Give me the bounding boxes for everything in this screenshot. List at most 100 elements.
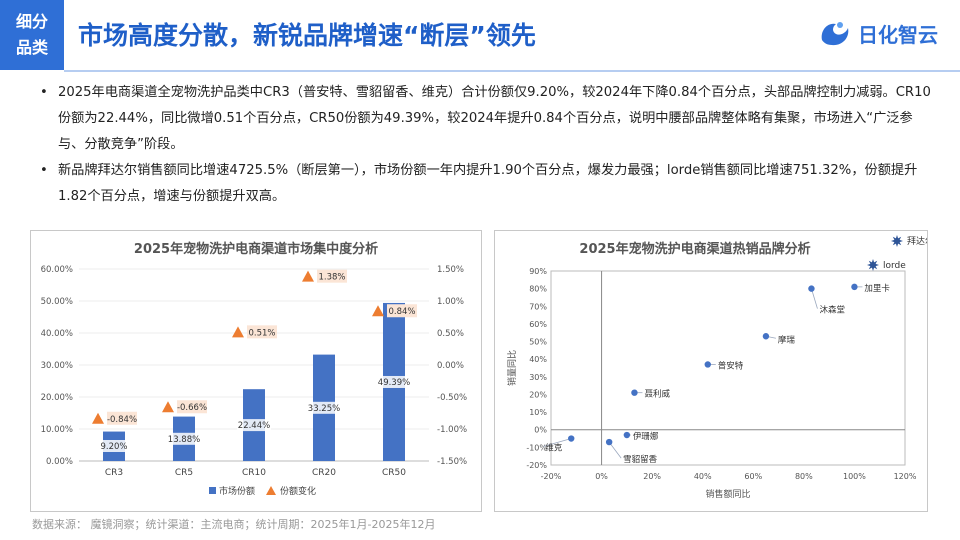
y-tick-label: -10%	[526, 443, 547, 452]
change-marker	[92, 412, 104, 424]
y-axis-title: 销量同比	[506, 350, 518, 386]
bar-label-bg	[237, 419, 271, 432]
point-label: 摩瑞	[778, 334, 796, 345]
scatter-point	[631, 389, 638, 396]
outlier-marker	[867, 259, 879, 271]
scatter-point	[605, 438, 613, 446]
y-tick-label: 10%	[529, 408, 547, 417]
scatter-point	[623, 431, 631, 439]
x-tick-label: CR20	[312, 468, 336, 478]
x-tick-label: 0%	[595, 472, 608, 481]
point-label: 雪貂留香	[623, 454, 658, 465]
x-tick-label: 20%	[643, 472, 661, 481]
concentration-chart: 2025年宠物洗护电商渠道市场集中度分析 0.00% 10.00% 20.00% 30.…	[41, 241, 468, 497]
data-source-note: 数据来源： 魔镜洞察；统计渠道：主流电商；统计周期：2025年1月-2025年1…	[32, 518, 436, 531]
y-tick-label: 40%	[529, 355, 547, 364]
scatter-point	[808, 285, 815, 292]
legend-label-market-share: 市场份额	[219, 485, 255, 497]
legend-swatch-market-share	[209, 487, 216, 494]
scatter-point	[762, 333, 770, 340]
y-tick-label: 70%	[529, 302, 547, 311]
scatter-point	[851, 283, 858, 291]
y-tick-label: 30%	[529, 373, 547, 382]
x-tick-label: 80%	[795, 472, 813, 481]
x-tick-label: 40%	[694, 472, 712, 481]
y-left-tick-label: 20.00%	[41, 393, 73, 403]
change-value-label: -0.66%	[177, 403, 207, 413]
brand-scatter-panel: 2025年宠物洗护电商渠道热销品牌分析 -20% -10% 0% 10% 20% 30% 40…	[494, 230, 934, 512]
x-tick-label: 60%	[744, 472, 762, 481]
bar-label-bg	[377, 375, 411, 388]
y-right-tick-label: 1.50%	[437, 265, 464, 275]
y-right-tick-label: 0.00%	[437, 361, 464, 371]
chart-title: 2025年宠物洗护电商渠道市场集中度分析	[134, 241, 378, 257]
bar-label-bg	[307, 401, 341, 414]
page-title: 市场高度分散，新锐品牌增速“断层”领先	[78, 21, 536, 50]
change-value-label: 0.84%	[388, 307, 415, 317]
y-tick-label: 50%	[529, 338, 547, 347]
y-right-tick-label: -1.50%	[437, 457, 467, 467]
bullet-concentration: 2025年电商渠道全宠物洗护品类中CR3（普安特、雪貂留香、维克）合计份额仅9.…	[34, 80, 934, 158]
y-tick-label: 90%	[529, 267, 547, 276]
bar-label-bg	[167, 432, 201, 445]
point-leader-line	[543, 438, 572, 447]
bar-value-label: 22.44%	[238, 421, 270, 431]
y-tick-label: 0%	[534, 426, 547, 435]
y-tick-label: 80%	[529, 285, 547, 294]
change-marker	[372, 305, 384, 317]
summary-bullets: 2025年电商渠道全宠物洗护品类中CR3（普安特、雪貂留香、维克）合计份额仅9.…	[34, 80, 934, 210]
point-leader-line	[608, 441, 622, 459]
x-tick-label: -20%	[541, 472, 562, 481]
point-label: 普安特	[718, 360, 744, 371]
change-marker	[162, 401, 174, 413]
concentration-chart-panel: 2025年宠物洗护电商渠道市场集中度分析 0.00% 10.00% 20.00% 30.…	[30, 230, 482, 512]
point-leader-line	[811, 288, 818, 309]
y-tick-label: 60%	[529, 320, 547, 329]
bar-value-label: 33.25%	[308, 404, 340, 414]
y-right-tick-label: 1.00%	[437, 297, 464, 307]
bullet-new-brands: 新品牌拜达尔销售额同比增速4725.5%（断层第一），市场份额一年内提升1.90…	[34, 158, 934, 210]
y-tick-label: 20%	[529, 390, 547, 399]
y-left-tick-label: 50.00%	[41, 297, 73, 307]
outlier-marker	[891, 235, 903, 247]
title-divider	[64, 70, 960, 72]
change-value-label: 1.38%	[318, 273, 345, 283]
point-label: 加里卡	[864, 283, 890, 294]
category-line2: 品类	[15, 38, 48, 57]
category-line1: 细分	[15, 12, 48, 31]
y-right-tick-label: 0.50%	[437, 329, 464, 339]
x-tick-label: 120%	[894, 472, 917, 481]
y-tick-label: -20%	[526, 461, 547, 470]
change-marker	[232, 326, 244, 338]
plot-frame	[550, 270, 906, 466]
brand-logo: 日化智云	[818, 18, 938, 48]
brand-scatter-chart: 2025年宠物洗护电商渠道热销品牌分析 -20% -10% 0% 10% 20% 30% 40…	[506, 235, 934, 500]
legend-label-change: 份额变化	[280, 485, 316, 497]
x-tick-label: CR10	[242, 468, 266, 478]
point-label: 伊珊娜	[633, 431, 659, 442]
change-value-label: -0.84%	[107, 415, 137, 425]
y-left-tick-label: 10.00%	[41, 425, 73, 435]
x-tick-label: CR50	[382, 468, 406, 478]
change-label-bg	[177, 400, 207, 414]
logo-icon	[821, 22, 849, 46]
outlier-label: lorde	[883, 261, 906, 271]
bar-value-label: 9.20%	[100, 442, 127, 452]
bar-value-label: 49.39%	[378, 378, 410, 388]
point-label: 聂利威	[644, 389, 670, 400]
legend-marker-change	[266, 486, 276, 495]
x-tick-label: CR3	[105, 468, 123, 478]
point-label: 维克	[545, 443, 563, 454]
chart-title: 2025年宠物洗护电商渠道热销品牌分析	[579, 241, 810, 257]
bar-value-label: 13.88%	[168, 435, 200, 445]
bar-label-bg	[97, 440, 131, 452]
outlier-label: 拜达尔	[907, 235, 927, 247]
change-value-label: 0.51%	[248, 328, 275, 338]
change-label-bg	[317, 269, 347, 283]
y-right-tick-label: -0.50%	[437, 393, 467, 403]
x-axis-title: 销售额同比	[705, 488, 750, 500]
point-label: 沐森堂	[819, 305, 845, 316]
change-label-bg	[387, 304, 417, 318]
category-badge: 细分 品类	[0, 0, 64, 70]
y-left-tick-label: 40.00%	[41, 329, 73, 339]
